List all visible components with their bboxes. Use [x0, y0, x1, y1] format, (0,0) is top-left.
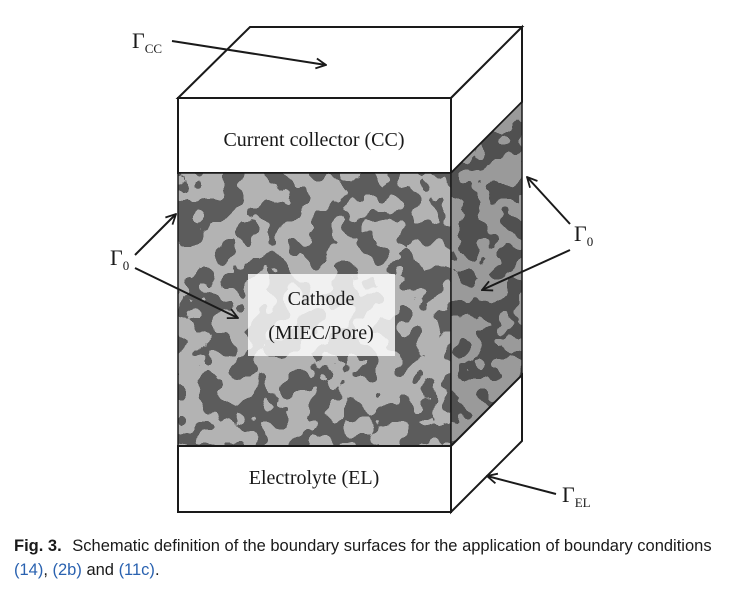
current-collector-label: Current collector (CC) — [223, 129, 404, 151]
figure-number: Fig. 3. — [14, 537, 62, 555]
gamma-el-label: ΓEL — [562, 482, 591, 510]
gamma-0-left-label: Γ0 — [110, 245, 129, 273]
figure-caption: Fig. 3. Schematic definition of the boun… — [14, 534, 714, 582]
equation-ref-14[interactable]: (14) — [14, 561, 44, 579]
gamma-cc-label: ΓCC — [132, 28, 162, 56]
caption-text: Schematic definition of the boundary sur… — [72, 537, 712, 555]
current-collector-front — [177, 97, 452, 174]
electrolyte-front — [177, 445, 452, 513]
gamma-0-right-arrow-down — [482, 249, 571, 290]
electrolyte-label: Electrolyte (EL) — [249, 467, 380, 489]
cathode-label-line1: Cathode — [288, 288, 355, 310]
equation-ref-2b[interactable]: (2b) — [52, 561, 82, 579]
gamma-0-right-label: Γ0 — [574, 221, 593, 249]
cathode-label-box — [248, 274, 395, 356]
electrolyte-side — [450, 372, 523, 515]
gamma-0-right-arrow-up — [527, 177, 571, 225]
gamma-0-left-arrow-down — [134, 267, 238, 318]
cathode-label-line2: (MIEC/Pore) — [268, 322, 374, 344]
gamma-cc-arrow — [171, 40, 326, 65]
caption-separator-1: , — [43, 561, 53, 579]
caption-end: . — [154, 561, 160, 579]
gamma-0-left-arrow-up — [134, 214, 176, 256]
equation-ref-11c[interactable]: (11c) — [118, 561, 155, 579]
gamma-el-arrow — [487, 476, 557, 495]
caption-separator-2: and — [81, 561, 119, 579]
